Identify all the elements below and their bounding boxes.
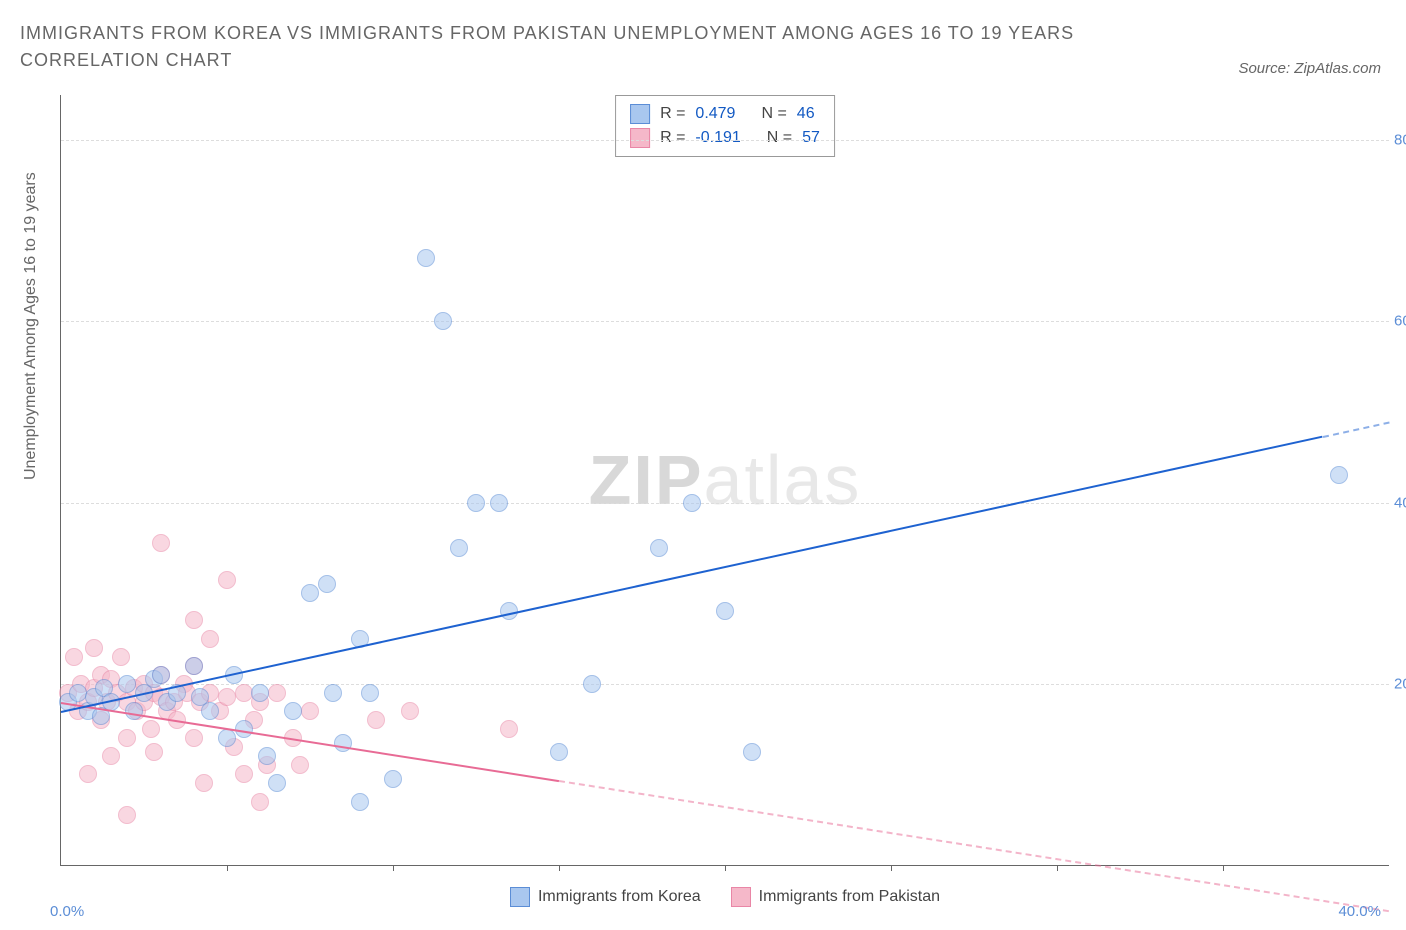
scatter-point (500, 720, 518, 738)
watermark: ZIPatlas (589, 440, 862, 520)
scatter-point (218, 729, 236, 747)
scatter-point (118, 675, 136, 693)
x-axis-tick-mark (725, 865, 726, 871)
stat-value: 57 (802, 126, 820, 150)
scatter-point (361, 684, 379, 702)
scatter-point (291, 756, 309, 774)
scatter-point (351, 793, 369, 811)
scatter-point (69, 684, 87, 702)
stat-label: R = (660, 102, 685, 126)
scatter-point (450, 539, 468, 557)
x-axis-tick-origin: 0.0% (50, 903, 84, 920)
scatter-point (201, 702, 219, 720)
series-legend: Immigrants from Korea Immigrants from Pa… (61, 887, 1389, 907)
stat-label: R = (660, 126, 685, 150)
scatter-point (185, 657, 203, 675)
stat-value: 0.479 (695, 102, 735, 126)
scatter-point (401, 702, 419, 720)
legend-label: Immigrants from Korea (538, 888, 701, 906)
swatch-pakistan (630, 128, 650, 148)
scatter-point (324, 684, 342, 702)
scatter-point (112, 648, 130, 666)
x-axis-tick-mark (1057, 865, 1058, 871)
gridline-h (61, 321, 1389, 322)
gridline-h (61, 140, 1389, 141)
stat-value: -0.191 (695, 126, 740, 150)
scatter-point (251, 684, 269, 702)
scatter-point (152, 666, 170, 684)
scatter-point (490, 494, 508, 512)
scatter-point (118, 806, 136, 824)
scatter-point (118, 729, 136, 747)
y-axis-tick: 60.0% (1394, 313, 1406, 330)
scatter-point (152, 534, 170, 552)
regression-line (1322, 421, 1389, 437)
scatter-point (384, 770, 402, 788)
legend-label: Immigrants from Pakistan (759, 888, 940, 906)
scatter-point (583, 675, 601, 693)
chart-title: IMMIGRANTS FROM KOREA VS IMMIGRANTS FROM… (20, 20, 1120, 74)
scatter-point (145, 743, 163, 761)
gridline-h (61, 503, 1389, 504)
scatter-point (417, 249, 435, 267)
stat-label: N = (767, 126, 792, 150)
scatter-point (185, 611, 203, 629)
y-axis-tick: 40.0% (1394, 494, 1406, 511)
scatter-point (201, 630, 219, 648)
scatter-point (268, 774, 286, 792)
scatter-point (102, 747, 120, 765)
scatter-point (85, 639, 103, 657)
x-axis-tick-mark (393, 865, 394, 871)
x-axis-tick-mark (1223, 865, 1224, 871)
stats-legend-box: R = 0.479 N = 46 R = -0.191 N = 57 (615, 95, 835, 157)
scatter-point (195, 774, 213, 792)
scatter-point (65, 648, 83, 666)
scatter-point (650, 539, 668, 557)
scatter-point (125, 702, 143, 720)
swatch-korea (510, 887, 530, 907)
stat-label: N = (761, 102, 786, 126)
scatter-point (284, 702, 302, 720)
scatter-point (218, 571, 236, 589)
scatter-point (185, 729, 203, 747)
x-axis-tick-mark (227, 865, 228, 871)
y-axis-label: Unemployment Among Ages 16 to 19 years (22, 172, 40, 480)
scatter-point (301, 584, 319, 602)
scatter-point (268, 684, 286, 702)
legend-item-pakistan: Immigrants from Pakistan (731, 887, 940, 907)
y-axis-tick: 20.0% (1394, 675, 1406, 692)
scatter-point (716, 602, 734, 620)
swatch-pakistan (731, 887, 751, 907)
y-axis-tick: 80.0% (1394, 132, 1406, 149)
scatter-point (434, 312, 452, 330)
scatter-point (142, 720, 160, 738)
stats-row-pakistan: R = -0.191 N = 57 (630, 126, 820, 150)
stats-row-korea: R = 0.479 N = 46 (630, 102, 820, 126)
legend-item-korea: Immigrants from Korea (510, 887, 701, 907)
scatter-point (683, 494, 701, 512)
scatter-point (743, 743, 761, 761)
swatch-korea (630, 104, 650, 124)
scatter-point (79, 765, 97, 783)
scatter-point (367, 711, 385, 729)
scatter-point (550, 743, 568, 761)
stat-value: 46 (797, 102, 815, 126)
scatter-point (318, 575, 336, 593)
scatter-point (251, 793, 269, 811)
plot-area: ZIPatlas R = 0.479 N = 46 R = -0.191 N =… (60, 95, 1389, 866)
scatter-point (301, 702, 319, 720)
regression-line (61, 436, 1323, 713)
scatter-point (258, 747, 276, 765)
source-attribution: Source: ZipAtlas.com (1238, 60, 1381, 77)
scatter-point (218, 688, 236, 706)
scatter-point (235, 765, 253, 783)
scatter-point (467, 494, 485, 512)
x-axis-tick-end: 40.0% (1338, 903, 1381, 920)
scatter-point (1330, 466, 1348, 484)
x-axis-tick-mark (891, 865, 892, 871)
scatter-point (235, 684, 253, 702)
x-axis-tick-mark (559, 865, 560, 871)
